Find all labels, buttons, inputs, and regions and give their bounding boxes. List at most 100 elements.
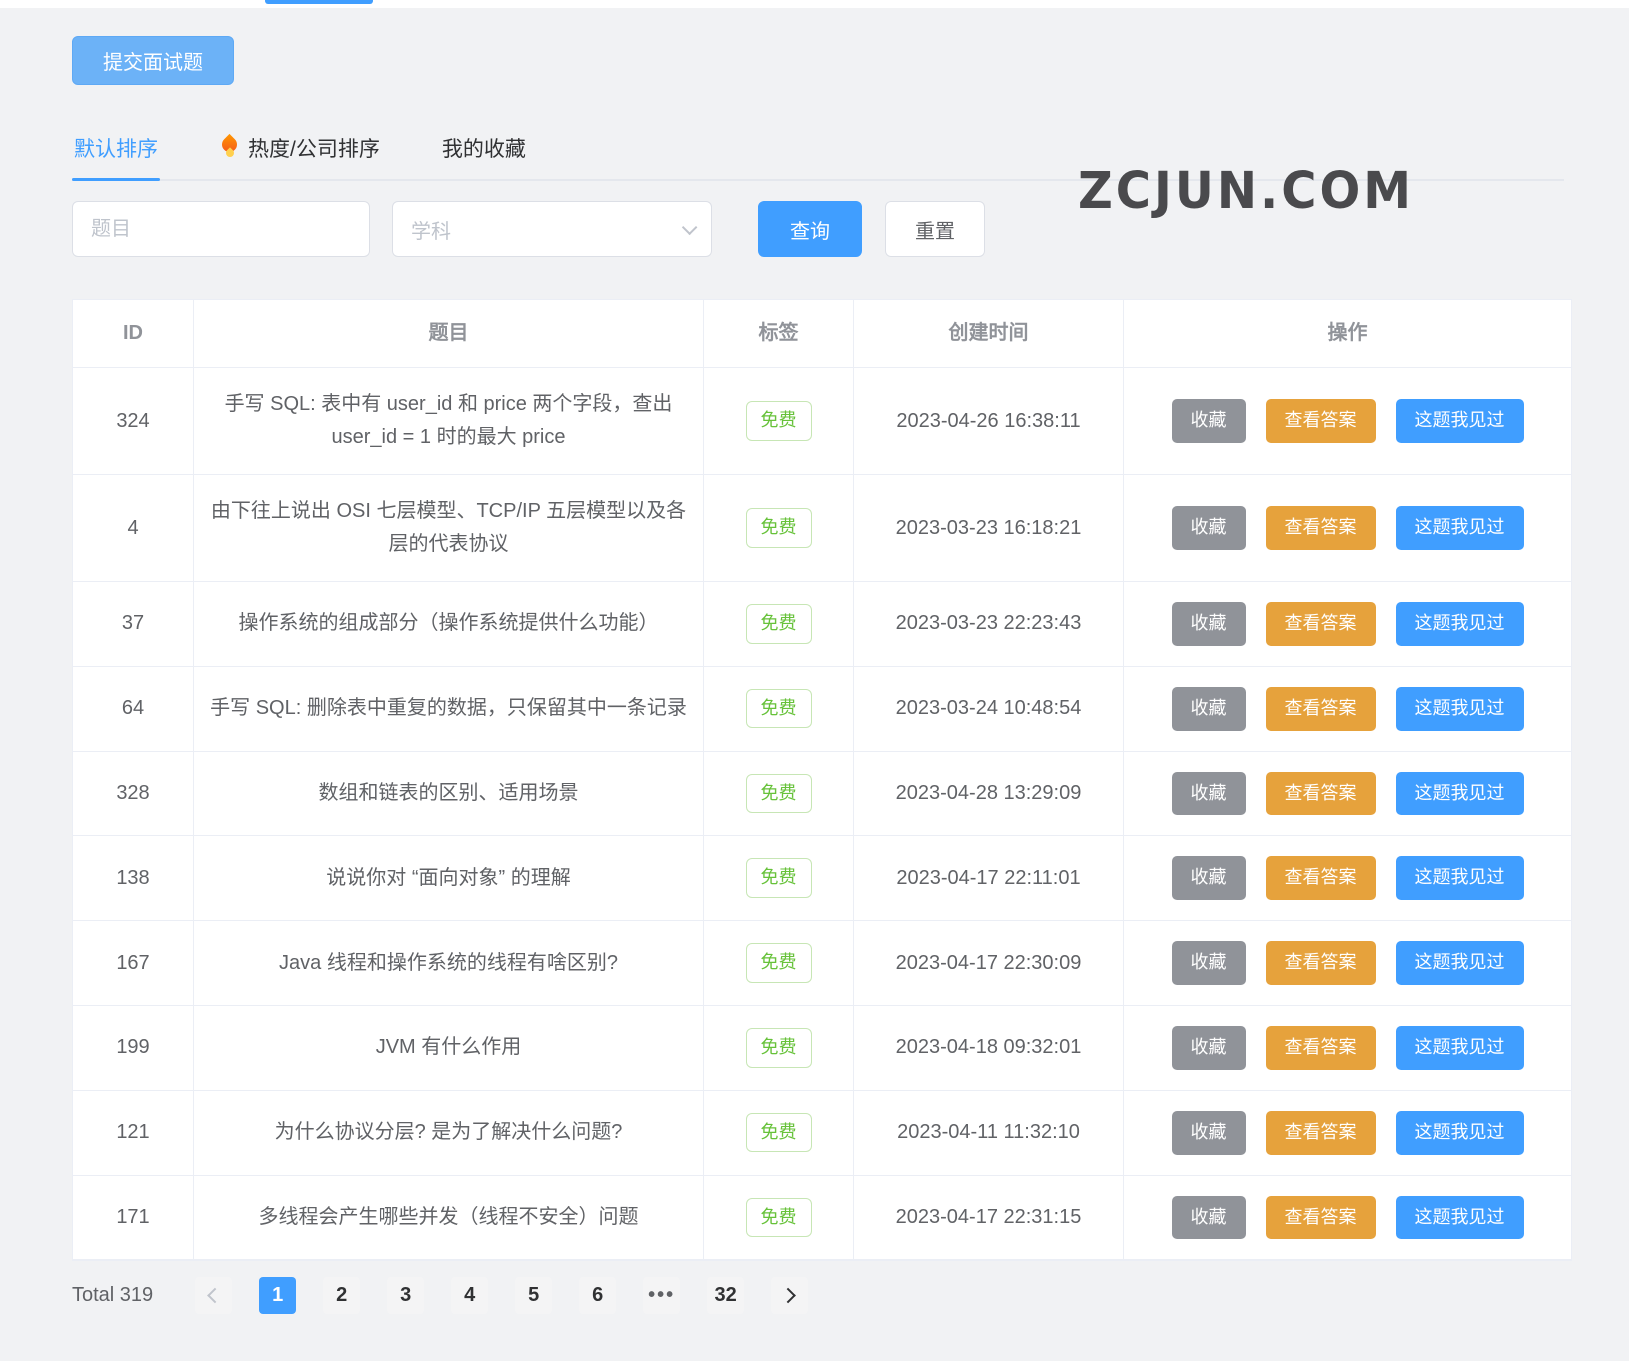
- created-time: 2023-04-17 22:30:09: [854, 921, 1124, 1005]
- seen-this-button[interactable]: 这题我见过: [1395, 399, 1524, 443]
- view-answer-button[interactable]: 查看答案: [1265, 1025, 1376, 1070]
- seen-this-button[interactable]: 这题我见过: [1395, 686, 1524, 731]
- seen-this-button[interactable]: 这题我见过: [1395, 856, 1524, 901]
- table-row: 4 由下往上说出 OSI 七层模型、TCP/IP 五层模型以及各层的代表协议 免…: [73, 475, 1571, 582]
- view-answer-button[interactable]: 查看答案: [1265, 771, 1376, 816]
- view-answer-button[interactable]: 查看答案: [1265, 686, 1376, 731]
- collect-button[interactable]: 收藏: [1171, 399, 1246, 443]
- tab-label: 我的收藏: [441, 138, 526, 161]
- free-tag-badge: 免费: [745, 688, 812, 729]
- seen-this-button[interactable]: 这题我见过: [1395, 941, 1524, 985]
- col-header-created: 创建时间: [854, 300, 1124, 367]
- seen-this-button[interactable]: 这题我见过: [1395, 1025, 1524, 1070]
- question-id: 167: [73, 921, 194, 1005]
- seen-this-button[interactable]: 这题我见过: [1395, 1195, 1524, 1240]
- page-button-32[interactable]: 32: [707, 1277, 745, 1315]
- col-header-tag: 标签: [704, 300, 854, 367]
- table-row: 37 操作系统的组成部分（操作系统提供什么功能） 免费 2023-03-23 2…: [73, 582, 1571, 667]
- question-id: 64: [73, 666, 194, 751]
- collect-button[interactable]: 收藏: [1171, 941, 1246, 985]
- prev-page-button[interactable]: [195, 1277, 233, 1315]
- page-button-5[interactable]: 5: [515, 1277, 553, 1315]
- question-id: 324: [73, 368, 194, 474]
- more-pages-button[interactable]: •••: [643, 1277, 681, 1315]
- question-title: 数组和链表的区别、适用场景: [194, 751, 704, 836]
- free-tag-badge: 免费: [745, 943, 812, 983]
- created-time: 2023-04-28 13:29:09: [854, 751, 1124, 836]
- tab-label: 默认排序: [74, 138, 158, 161]
- collect-button[interactable]: 收藏: [1171, 602, 1246, 646]
- page-button-6[interactable]: 6: [579, 1277, 617, 1315]
- tab-default-sort[interactable]: 默认排序: [72, 125, 160, 181]
- table-row: 167 Java 线程和操作系统的线程有啥区别? 免费 2023-04-17 2…: [73, 921, 1571, 1006]
- question-id: 171: [73, 1175, 194, 1260]
- question-id: 37: [73, 582, 194, 666]
- created-time: 2023-04-26 16:38:11: [854, 368, 1124, 474]
- seen-this-button[interactable]: 这题我见过: [1395, 1110, 1524, 1155]
- sort-tabs: 默认排序 热度/公司排序 我的收藏: [72, 125, 1564, 181]
- pagination-total: Total 319: [72, 1284, 154, 1307]
- table-row: 171 多线程会产生哪些并发（线程不安全）问题 免费 2023-04-17 22…: [73, 1175, 1571, 1261]
- free-tag-badge: 免费: [745, 773, 812, 814]
- created-time: 2023-04-17 22:31:15: [854, 1175, 1124, 1260]
- collect-button[interactable]: 收藏: [1171, 506, 1246, 550]
- free-tag-badge: 免费: [745, 1112, 812, 1153]
- tab-heat-company-sort[interactable]: 热度/公司排序: [218, 125, 382, 179]
- questions-table: ID 题目 标签 创建时间 操作 324 手写 SQL: 表中有 user_id…: [72, 299, 1572, 1262]
- free-tag-badge: 免费: [745, 508, 812, 548]
- seen-this-button[interactable]: 这题我见过: [1395, 602, 1524, 646]
- subject-select-placeholder: 学科: [411, 220, 451, 243]
- query-button[interactable]: 查询: [758, 201, 862, 257]
- collect-button[interactable]: 收藏: [1171, 1195, 1246, 1240]
- seen-this-button[interactable]: 这题我见过: [1395, 771, 1524, 816]
- table-row: 64 手写 SQL: 删除表中重复的数据，只保留其中一条记录 免费 2023-0…: [73, 666, 1571, 752]
- page-button-4[interactable]: 4: [451, 1277, 489, 1315]
- col-header-id: ID: [73, 300, 194, 367]
- question-id: 328: [73, 751, 194, 836]
- table-row: 328 数组和链表的区别、适用场景 免费 2023-04-28 13:29:09…: [73, 751, 1571, 837]
- view-answer-button[interactable]: 查看答案: [1265, 602, 1376, 646]
- seen-this-button[interactable]: 这题我见过: [1395, 506, 1524, 550]
- table-row: 138 说说你对 “面向对象” 的理解 免费 2023-04-17 22:11:…: [73, 836, 1571, 922]
- view-answer-button[interactable]: 查看答案: [1265, 399, 1376, 443]
- pagination: Total 319 1 2 3 4 5 6 ••• 32: [72, 1277, 1572, 1315]
- col-header-actions: 操作: [1327, 322, 1368, 344]
- table-header-row: ID 题目 标签 创建时间 操作: [73, 300, 1571, 368]
- title-search-input[interactable]: [72, 201, 370, 257]
- collect-button[interactable]: 收藏: [1171, 686, 1246, 731]
- question-title: 为什么协议分层? 是为了解决什么问题?: [194, 1090, 704, 1175]
- table-row: 324 手写 SQL: 表中有 user_id 和 price 两个字段，查出 …: [73, 368, 1571, 475]
- view-answer-button[interactable]: 查看答案: [1265, 1195, 1376, 1240]
- question-title: 手写 SQL: 表中有 user_id 和 price 两个字段，查出 user…: [194, 368, 704, 474]
- watermark: ZCJUN.COM: [1077, 161, 1415, 221]
- view-answer-button[interactable]: 查看答案: [1265, 506, 1376, 550]
- subject-select[interactable]: 学科: [392, 201, 712, 257]
- question-title: 手写 SQL: 删除表中重复的数据，只保留其中一条记录: [194, 666, 704, 751]
- reset-button[interactable]: 重置: [885, 201, 985, 257]
- question-title: 说说你对 “面向对象” 的理解: [194, 836, 704, 921]
- view-answer-button[interactable]: 查看答案: [1265, 1110, 1376, 1155]
- view-answer-button[interactable]: 查看答案: [1265, 856, 1376, 901]
- page-button-3[interactable]: 3: [387, 1277, 425, 1315]
- submit-question-button[interactable]: 提交面试题: [72, 36, 234, 85]
- col-header-title: 题目: [194, 300, 704, 367]
- created-time: 2023-03-23 22:23:43: [854, 582, 1124, 666]
- collect-button[interactable]: 收藏: [1171, 771, 1246, 816]
- view-answer-button[interactable]: 查看答案: [1265, 941, 1376, 985]
- filter-bar: 学科 查询 重置: [72, 201, 1572, 257]
- next-page-button[interactable]: [771, 1277, 809, 1315]
- chevron-down-icon: [681, 219, 698, 235]
- collect-button[interactable]: 收藏: [1171, 856, 1246, 901]
- question-id: 199: [73, 1005, 194, 1090]
- table-row: 121 为什么协议分层? 是为了解决什么问题? 免费 2023-04-11 11…: [73, 1090, 1571, 1176]
- question-id: 121: [73, 1090, 194, 1175]
- page-button-2[interactable]: 2: [323, 1277, 361, 1315]
- tab-label: 热度/公司排序: [248, 138, 380, 161]
- created-time: 2023-04-17 22:11:01: [854, 836, 1124, 921]
- tab-my-favorites[interactable]: 我的收藏: [440, 125, 528, 179]
- page-button-1[interactable]: 1: [259, 1277, 297, 1315]
- collect-button[interactable]: 收藏: [1171, 1110, 1246, 1155]
- free-tag-badge: 免费: [745, 401, 812, 441]
- collect-button[interactable]: 收藏: [1171, 1025, 1246, 1070]
- free-tag-badge: 免费: [745, 604, 812, 644]
